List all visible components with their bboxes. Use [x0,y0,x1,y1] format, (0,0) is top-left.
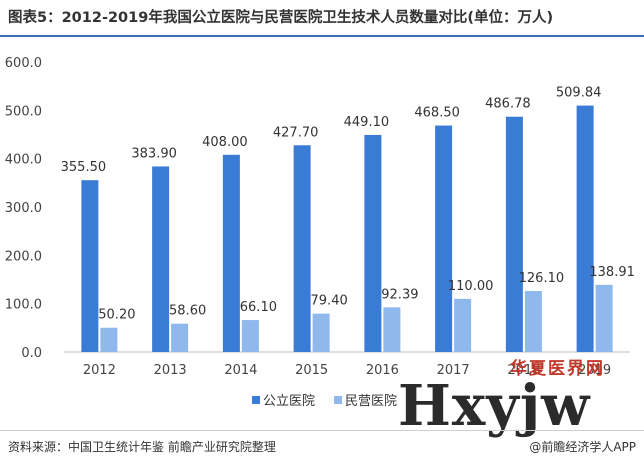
bar-public-hospital [576,105,594,352]
data-label: 110.00 [448,279,494,294]
legend: 公立医院 民营医院 [252,394,397,409]
data-label: 58.60 [169,304,206,319]
title-divider [0,35,644,37]
x-tick-label: 2018 [507,363,540,378]
brand-label: @前瞻经济学人APP [529,440,636,454]
y-tick-label: 400.0 [5,153,42,168]
legend-label: 民营医院 [345,394,397,409]
bar-public-hospital [435,125,453,352]
bar-public-hospital [505,116,523,353]
bar-private-hospital [312,313,330,352]
y-tick-label: 600.0 [5,56,42,71]
value-labels: 355.50 50.20 383.90 58.60 408.00 66.10 427.70 7… [61,86,635,323]
data-label: 79.40 [311,294,348,309]
watermark-logo: Hxyjw [398,373,591,439]
data-label: 449.10 [344,115,390,130]
bar-private-hospital [454,298,472,352]
legend-swatch-private [334,396,342,404]
footer-divider [0,430,644,431]
data-label: 50.20 [98,308,135,323]
data-label: 383.90 [131,146,177,161]
bar-public-hospital [81,180,99,352]
data-label: 92.39 [381,287,418,302]
data-label: 355.50 [61,160,107,175]
bar-private-hospital [383,307,401,352]
bar-public-hospital [364,134,382,352]
data-label: 486.78 [485,97,531,112]
data-label: 66.10 [240,300,277,315]
x-tick-label: 2013 [154,363,187,378]
data-label: 509.84 [556,86,602,101]
source-note: 资料来源：中国卫生统计年鉴 前瞻产业研究院整理 [8,440,276,454]
x-tick-label: 2016 [366,363,399,378]
data-label: 468.50 [414,106,460,121]
x-tick-label: 2012 [83,363,116,378]
x-tick-label: 2014 [224,363,257,378]
legend-label: 公立医院 [263,394,315,409]
bar-private-hospital [241,320,259,352]
bar-private-hospital [595,284,613,352]
y-axis: 0.0 100.0 200.0 300.0 400.0 500.0 600.0 [5,56,42,361]
y-tick-label: 200.0 [5,249,42,264]
data-label: 126.10 [519,271,565,286]
y-tick-label: 100.0 [5,298,42,313]
data-label: 427.70 [273,125,319,140]
x-tick-label: 2019 [578,363,611,378]
bar-public-hospital [152,166,170,352]
bars [81,105,613,353]
bar-public-hospital [293,145,311,352]
y-tick-label: 300.0 [5,201,42,216]
data-label: 408.00 [202,135,248,150]
y-tick-label: 0.0 [21,346,42,361]
legend-swatch-public [252,396,260,404]
x-tick-label: 2015 [295,363,328,378]
chart-title: 图表5：2012-2019年我国公立医院与民营医院卫生技术人员数量对比(单位：万… [8,10,554,26]
data-label: 138.91 [589,265,635,280]
watermark-site-name: 华夏医界网 [510,359,605,379]
bar-private-hospital [100,327,118,352]
bar-private-hospital [524,291,542,352]
bar-private-hospital [171,323,189,352]
y-tick-label: 500.0 [5,104,42,119]
x-tick-label: 2017 [437,363,470,378]
bar-chart: 0.0 100.0 200.0 300.0 400.0 500.0 600.0 2012 20… [5,56,635,409]
bar-public-hospital [222,154,240,352]
